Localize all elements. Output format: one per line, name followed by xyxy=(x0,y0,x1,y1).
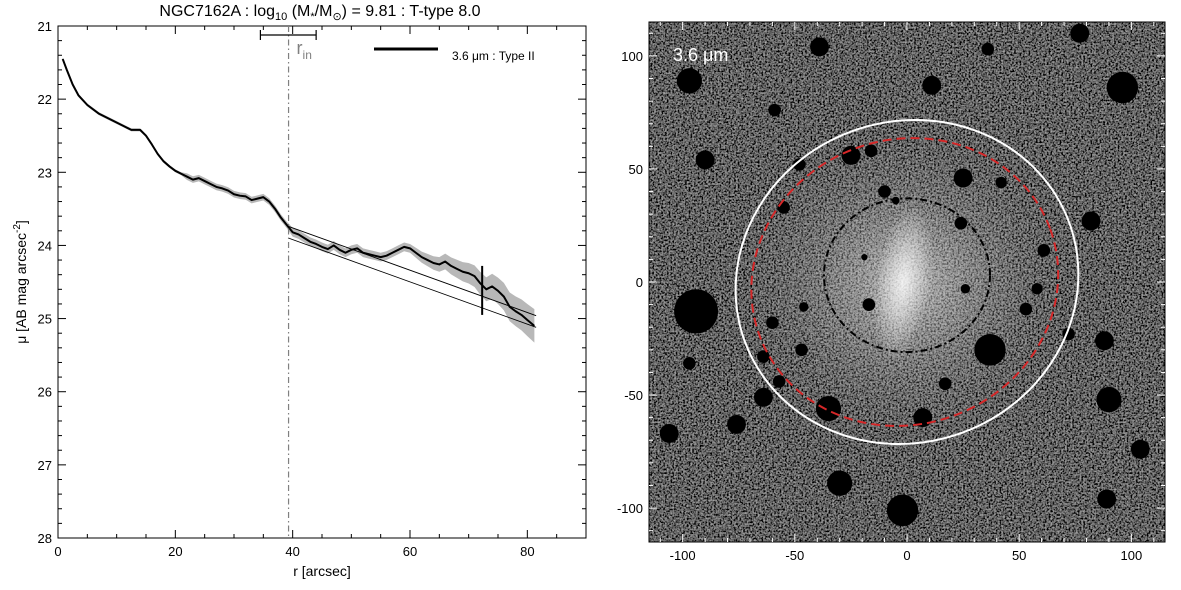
star-mask xyxy=(861,253,868,261)
fit-lines-group xyxy=(288,225,537,328)
image-y-tick-label: 100 xyxy=(621,49,643,64)
profile-line xyxy=(61,58,536,327)
star-mask xyxy=(810,37,829,57)
mass-star-subscript: * xyxy=(310,11,315,23)
star-mask xyxy=(1106,71,1139,104)
star-mask xyxy=(954,216,968,230)
star-mask xyxy=(795,343,808,357)
error-band-group xyxy=(62,57,535,343)
rin-marker-group: rin xyxy=(259,26,317,538)
y-tick-label: 22 xyxy=(38,92,52,107)
star-mask xyxy=(766,316,779,330)
x-tick-label: 80 xyxy=(520,544,534,559)
legend: 3.6 μm : Type II xyxy=(374,47,535,63)
star-mask xyxy=(727,414,746,434)
image-y-tick-label: 0 xyxy=(636,275,643,290)
star-mask xyxy=(674,289,719,334)
image-x-tick-label: -100 xyxy=(670,548,696,563)
star-mask xyxy=(757,350,770,363)
image-panel: -100 -50 0 50 100 -100 -50 0 50 100 3.6 μm xyxy=(617,21,1166,563)
fit-line-upper xyxy=(288,225,537,317)
image-y-tick-label: -100 xyxy=(617,501,643,516)
rin-label: rin xyxy=(297,38,312,62)
x-axis-ticks: 0 20 40 60 80 xyxy=(54,26,587,559)
legend-label: 3.6 μm : Type II xyxy=(452,49,535,63)
image-y-tick-label: -50 xyxy=(624,388,643,403)
star-mask xyxy=(981,42,995,56)
star-mask xyxy=(1095,331,1114,351)
log-subscript: 10 xyxy=(275,11,287,23)
star-mask xyxy=(1081,211,1101,231)
image-x-tick-label: 0 xyxy=(903,548,910,563)
x-tick-label: 40 xyxy=(285,544,299,559)
figure-title: NGC7162A : log10 (M*/M⊙) = 9.81 : T-type… xyxy=(159,3,480,23)
y-tick-label: 27 xyxy=(38,458,52,473)
image-x-tick-label: -50 xyxy=(785,548,804,563)
star-mask xyxy=(841,145,861,165)
star-mask xyxy=(1019,302,1033,316)
star-mask xyxy=(772,375,786,388)
isophote-ellipses xyxy=(734,119,1080,445)
ellipse-middle xyxy=(750,137,1060,427)
y-axis-label: μ [AB mag arcsec-2] xyxy=(12,220,29,344)
profile-line-group xyxy=(61,58,536,327)
y-tick-label: 28 xyxy=(38,531,52,546)
star-mask xyxy=(1070,23,1090,43)
star-mask xyxy=(886,494,919,527)
star-mask xyxy=(695,150,715,170)
star-mask xyxy=(922,75,942,95)
star-mask xyxy=(864,144,878,158)
profile-plot-frame xyxy=(57,25,587,539)
star-mask xyxy=(777,201,790,214)
y-axis-ticks: 21 22 23 24 25 26 27 28 xyxy=(38,19,586,546)
star-mask xyxy=(995,176,1007,189)
x-axis-label: r [arcsec] xyxy=(293,563,351,579)
image-y-ticks: -100 -50 0 50 100 xyxy=(617,32,1165,532)
star-mask xyxy=(676,68,702,94)
image-band-label: 3.6 μm xyxy=(673,45,728,65)
galaxy-bar-glow xyxy=(873,202,933,362)
star-mask xyxy=(1031,283,1043,295)
star-mask xyxy=(960,284,971,294)
error-band xyxy=(62,57,535,343)
x-tick-label: 20 xyxy=(168,544,182,559)
star-mask xyxy=(892,196,900,205)
star-mask xyxy=(827,470,853,496)
profile-panel: rin 0 20 40 60 80 21 22 23 24 25 26 27 28 r [arcsec… xyxy=(12,19,587,579)
image-y-tick-label: 50 xyxy=(629,162,643,177)
star-mask xyxy=(938,377,952,391)
star-mask xyxy=(1096,386,1122,413)
star-mask xyxy=(878,185,891,198)
y-tick-label: 23 xyxy=(38,165,52,180)
star-mask xyxy=(659,423,679,443)
star-mask xyxy=(953,168,973,188)
star-mask xyxy=(793,158,806,171)
star-mask xyxy=(815,395,842,422)
y-tick-label: 26 xyxy=(38,385,52,400)
star-mask xyxy=(1097,489,1117,509)
star-mask xyxy=(974,334,1006,366)
star-mask xyxy=(768,103,781,117)
star-masks-group xyxy=(659,23,1150,527)
y-tick-label: 24 xyxy=(38,238,52,253)
x-tick-label: 0 xyxy=(54,544,61,559)
mass-sun-subscript: ⊙ xyxy=(332,11,341,23)
ellipse-inner xyxy=(822,197,992,354)
x-tick-label: 60 xyxy=(403,544,417,559)
star-mask xyxy=(1037,244,1051,257)
star-mask xyxy=(753,387,773,407)
y-axis-label-sup: -2 xyxy=(12,224,23,233)
image-x-tick-label: 100 xyxy=(1120,548,1142,563)
star-mask xyxy=(683,357,696,370)
star-mask xyxy=(799,302,809,312)
y-tick-label: 25 xyxy=(38,312,52,327)
image-x-tick-label: 50 xyxy=(1012,548,1026,563)
ellipse-outer xyxy=(734,119,1080,445)
star-mask xyxy=(1130,439,1150,459)
image-x-ticks: -100 -50 0 50 100 xyxy=(659,22,1155,563)
star-mask xyxy=(862,298,876,311)
y-tick-label: 21 xyxy=(38,19,52,34)
fit-line-lower xyxy=(288,237,537,328)
